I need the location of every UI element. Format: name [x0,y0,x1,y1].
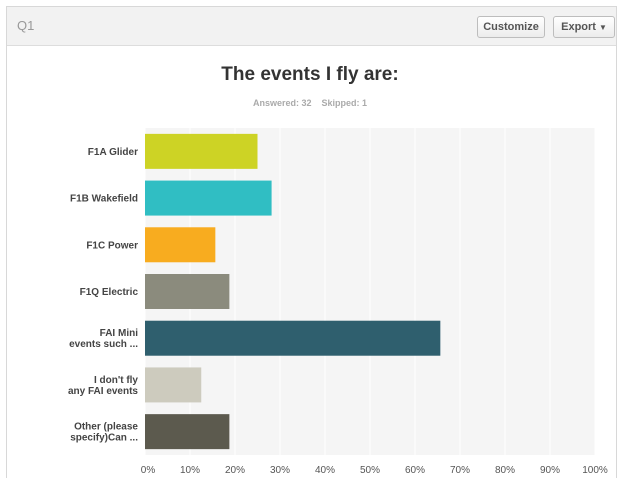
x-tick-label: 10% [180,465,200,476]
x-tick-label: 0% [141,465,156,476]
question-header: Q1 Customize Export ▼ [7,7,616,46]
caret-down-icon: ▼ [598,23,607,32]
bar[interactable] [145,367,202,403]
customize-button-label: Customize [483,21,539,33]
category-labels: F1A Glider F1B Wakefield F1C Power F1Q Elec… [68,147,138,444]
category-label: F1Q Electric [80,287,139,298]
bar[interactable] [145,274,230,309]
export-button-label: Export [561,21,596,33]
category-label: Other (please specify)Can ... [70,422,138,444]
category-label: I don't fly any FAI events [68,375,138,397]
category-label: F1B Wakefield [70,194,138,205]
x-tick-label: 30% [270,465,290,476]
question-number: Q1 [17,18,35,33]
x-axis-ticks: 0% 10% 20% 30% 40% 50% 60% 70% 80% 90% 100% [141,465,608,476]
skipped-count: Skipped: 1 [321,98,368,108]
export-button[interactable]: Export ▼ [553,16,615,38]
category-label: FAI Mini events such ... [69,328,138,350]
x-tick-label: 60% [405,465,425,476]
x-tick-label: 20% [225,465,245,476]
bar[interactable] [145,180,272,216]
bar[interactable] [145,133,258,169]
x-tick-label: 50% [360,465,380,476]
x-tick-label: 90% [540,465,560,476]
response-counts: Answered: 32 Skipped: 1 [0,98,620,108]
bar[interactable] [145,320,441,356]
answered-count: Answered: 32 [252,98,312,108]
x-tick-label: 70% [450,465,470,476]
bars [145,133,441,450]
bar[interactable] [145,414,230,450]
customize-button[interactable]: Customize [477,16,545,38]
bar[interactable] [145,227,216,263]
chart-title: The events I fly are: [221,64,399,85]
x-tick-label: 100% [582,465,608,476]
x-tick-label: 40% [315,465,335,476]
x-tick-label: 80% [495,465,515,476]
category-label: F1A Glider [88,147,138,158]
category-label: F1C Power [86,240,138,251]
